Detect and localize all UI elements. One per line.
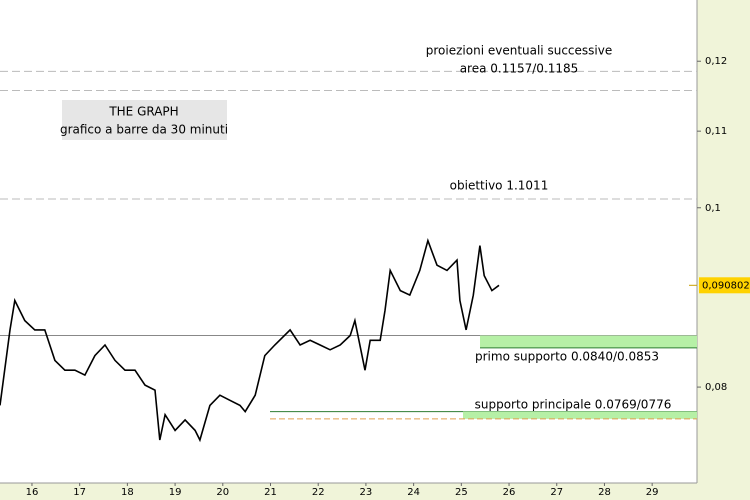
y-axis-panel bbox=[697, 0, 750, 500]
x-tick-label: 27 bbox=[550, 487, 563, 498]
last-price-box bbox=[699, 277, 750, 294]
x-tick-label: 19 bbox=[169, 487, 182, 498]
last-price-label: 0,090802 bbox=[702, 280, 750, 291]
x-tick-label: 22 bbox=[312, 487, 325, 498]
x-tick-label: 25 bbox=[455, 487, 468, 498]
x-tick-label: 26 bbox=[503, 487, 516, 498]
annotation: primo supporto 0.0840/0.0853 bbox=[475, 350, 659, 364]
support-zone bbox=[480, 335, 697, 348]
x-tick-label: 17 bbox=[73, 487, 86, 498]
annotation: supporto principale 0.0769/0776 bbox=[475, 398, 672, 412]
x-tick-label: 18 bbox=[121, 487, 134, 498]
annotation: area 0.1157/0.1185 bbox=[460, 62, 579, 76]
chart-subtitle: grafico a barre da 30 minuti bbox=[60, 123, 228, 137]
y-tick-label: 0,11 bbox=[705, 126, 727, 137]
annotation: proiezioni eventuali successive bbox=[426, 44, 612, 58]
support-zone bbox=[463, 411, 697, 419]
x-tick-label: 28 bbox=[598, 487, 611, 498]
x-axis-panel bbox=[0, 483, 750, 500]
price-line bbox=[0, 237, 500, 443]
annotation: obiettivo 1.1011 bbox=[450, 179, 549, 193]
chart-title: THE GRAPH bbox=[108, 105, 178, 119]
x-tick-label: 24 bbox=[407, 487, 420, 498]
y-tick-label: 0,1 bbox=[705, 203, 721, 214]
title-box bbox=[62, 100, 227, 140]
x-tick-label: 20 bbox=[216, 487, 229, 498]
x-tick-label: 21 bbox=[264, 487, 277, 498]
x-tick-label: 29 bbox=[646, 487, 659, 498]
x-tick-label: 23 bbox=[360, 487, 373, 498]
x-tick-label: 16 bbox=[26, 487, 39, 498]
y-tick-label: 0,08 bbox=[705, 382, 727, 393]
y-tick-label: 0,12 bbox=[705, 56, 727, 67]
